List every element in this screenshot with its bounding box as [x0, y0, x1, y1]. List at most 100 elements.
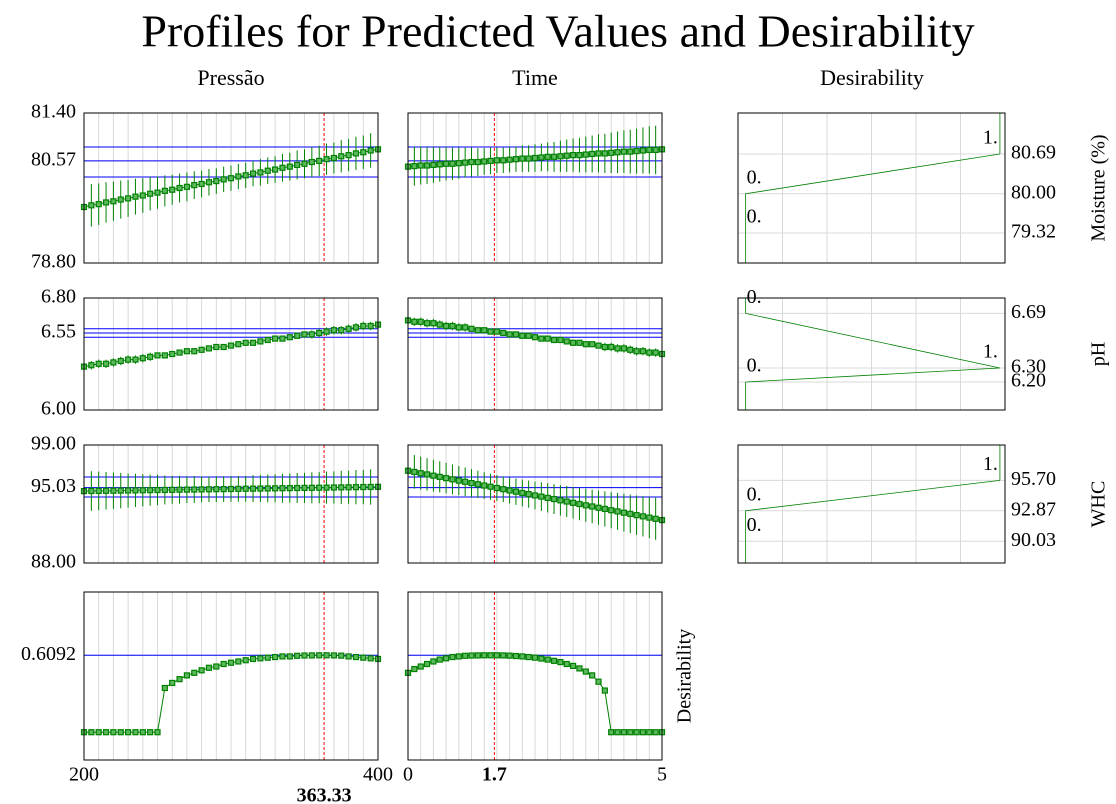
marker — [352, 150, 360, 157]
marker — [205, 345, 213, 352]
marker — [161, 352, 168, 359]
marker — [487, 328, 494, 335]
marker — [557, 153, 564, 160]
marker — [633, 348, 640, 355]
marker — [316, 484, 323, 491]
marker — [417, 470, 424, 477]
marker — [205, 486, 213, 493]
marker — [506, 331, 513, 338]
marker — [614, 508, 621, 515]
marker — [330, 484, 337, 491]
marker — [639, 348, 647, 355]
marker — [367, 483, 374, 491]
marker — [220, 485, 227, 493]
marker — [449, 476, 456, 483]
marker — [468, 325, 475, 332]
marker — [279, 164, 286, 171]
marker — [191, 669, 198, 676]
marker — [652, 349, 659, 356]
marker — [176, 486, 183, 493]
marker — [124, 195, 132, 202]
marker — [627, 729, 634, 736]
marker — [161, 486, 168, 494]
marker — [161, 187, 168, 194]
marker — [132, 356, 139, 363]
marker — [455, 477, 462, 484]
y-tick-label: 88.00 — [31, 551, 76, 573]
marker — [468, 652, 475, 659]
marker — [506, 487, 513, 494]
marker — [183, 486, 190, 493]
marker — [576, 665, 583, 672]
marker — [323, 328, 330, 335]
marker — [500, 486, 507, 493]
marker — [443, 160, 450, 167]
marker — [360, 322, 367, 330]
current-setting-label: 363.33 — [297, 785, 352, 804]
marker — [481, 327, 488, 334]
y-tick-label: 95.70 — [1011, 468, 1056, 490]
marker — [569, 662, 577, 669]
marker — [423, 320, 431, 327]
marker — [474, 158, 481, 166]
panel-border — [83, 112, 379, 264]
marker — [308, 484, 315, 491]
marker — [323, 484, 330, 491]
marker — [117, 487, 124, 494]
marker — [423, 162, 431, 169]
marker — [279, 485, 286, 492]
marker — [169, 679, 176, 687]
marker — [487, 483, 494, 490]
desirability-label: 0. — [747, 355, 762, 377]
marker — [550, 657, 558, 664]
marker — [110, 359, 117, 366]
panel-border — [407, 591, 663, 761]
marker — [455, 324, 462, 331]
marker — [430, 472, 437, 479]
y-tick-label: 81.40 — [31, 101, 76, 123]
marker — [279, 653, 286, 660]
marker — [608, 507, 615, 514]
marker — [272, 653, 279, 661]
marker — [633, 147, 640, 155]
marker — [338, 327, 345, 334]
marker — [294, 332, 301, 339]
marker — [519, 155, 526, 162]
marker — [601, 687, 608, 694]
marker — [257, 169, 264, 176]
marker — [462, 159, 469, 166]
marker — [652, 146, 659, 154]
marker — [198, 346, 205, 353]
marker — [544, 656, 551, 663]
desirability-label: 0. — [747, 483, 762, 505]
y-tick-label: 78.80 — [31, 251, 76, 273]
marker — [538, 655, 545, 662]
marker — [294, 484, 301, 492]
desirability-label: 0. — [747, 286, 762, 308]
current-setting-label: 1.7 — [482, 764, 507, 786]
panel-border — [407, 297, 663, 411]
marker — [183, 348, 190, 355]
marker — [338, 153, 345, 160]
marker — [301, 160, 308, 167]
marker — [102, 199, 110, 206]
marker — [563, 152, 570, 159]
marker — [235, 173, 242, 180]
marker — [220, 660, 227, 668]
marker — [264, 654, 271, 661]
marker — [576, 339, 583, 346]
marker — [608, 149, 615, 156]
marker — [345, 152, 352, 159]
marker — [557, 336, 564, 344]
marker — [589, 341, 596, 348]
marker — [301, 484, 308, 492]
desirability-label: 1. — [983, 453, 998, 475]
marker — [500, 652, 507, 659]
marker — [531, 334, 539, 341]
marker — [235, 485, 242, 492]
marker — [620, 729, 628, 736]
marker — [430, 320, 437, 327]
marker — [550, 153, 558, 160]
marker — [608, 343, 615, 351]
